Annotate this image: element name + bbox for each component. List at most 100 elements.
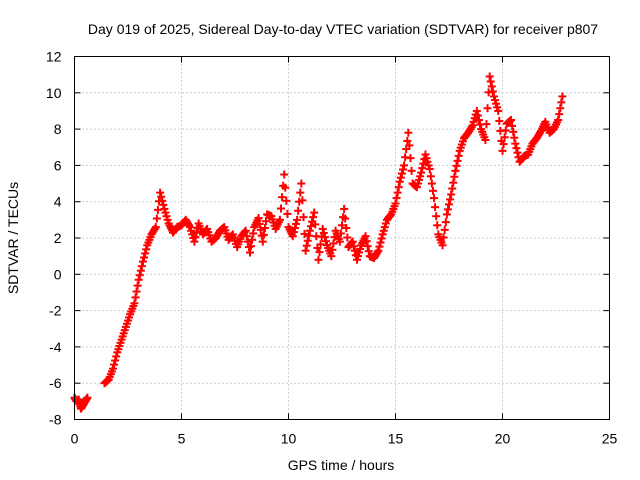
data-point-marker: [419, 159, 428, 168]
data-point-marker: [247, 242, 256, 251]
data-point-marker: [510, 133, 519, 142]
data-point-marker: [443, 205, 452, 214]
y-tick-label: -6: [49, 375, 62, 391]
data-point-marker: [386, 211, 395, 220]
data-point-marker: [302, 241, 311, 250]
data-point-marker: [341, 214, 350, 223]
data-point-marker: [362, 237, 371, 246]
data-point-marker: [406, 154, 415, 163]
data-point-marker: [277, 204, 286, 213]
data-point-marker: [498, 146, 507, 155]
data-point-marker: [432, 212, 441, 221]
data-point-marker: [439, 233, 448, 242]
data-point-marker: [397, 169, 406, 178]
data-point-marker: [427, 179, 436, 188]
data-point-marker: [310, 208, 319, 217]
data-point-marker: [301, 246, 310, 255]
data-point-marker: [451, 166, 460, 175]
data-point-marker: [137, 262, 146, 271]
data-point-marker: [135, 271, 144, 280]
data-point-marker: [243, 237, 252, 246]
data-point-marker: [425, 165, 434, 174]
data-point-marker: [109, 364, 118, 373]
grid-lines: [74, 56, 610, 420]
data-point-marker: [396, 173, 405, 182]
x-tick-label: 25: [602, 431, 618, 447]
data-point-marker: [248, 235, 257, 244]
data-point-marker: [190, 237, 199, 246]
data-point-marker: [289, 228, 298, 237]
data-point-marker: [509, 127, 518, 136]
data-point-marker: [281, 183, 290, 192]
data-point-marker: [391, 199, 400, 208]
data-point-marker: [138, 257, 147, 266]
data-point-marker: [474, 116, 483, 125]
data-point-marker: [446, 195, 455, 204]
data-point-marker: [260, 224, 269, 233]
data-point-marker: [499, 140, 508, 149]
data-point-marker: [112, 352, 121, 361]
data-point-marker: [404, 128, 413, 137]
data-point-marker: [296, 188, 305, 197]
data-point-marker: [393, 188, 402, 197]
data-point-marker: [395, 177, 404, 186]
data-point-marker: [275, 215, 284, 224]
data-point-marker: [483, 104, 492, 113]
data-point-marker: [501, 126, 510, 135]
data-point-marker: [303, 236, 312, 245]
data-point-marker: [377, 234, 386, 243]
data-point-marker: [240, 228, 249, 237]
y-tick-label: 6: [54, 157, 62, 173]
data-point-marker: [418, 164, 427, 173]
y-tick-label: 8: [54, 121, 62, 137]
data-point-marker: [111, 356, 120, 365]
data-point-marker: [255, 219, 264, 228]
data-point-marker: [449, 178, 458, 187]
data-point-marker: [249, 229, 258, 238]
y-tick-label: 0: [54, 266, 62, 282]
data-point-marker: [558, 92, 567, 101]
x-axis-label: GPS time / hours: [288, 457, 395, 473]
data-point-marker: [110, 360, 119, 369]
data-point-marker: [488, 87, 497, 96]
data-point-marker: [321, 237, 330, 246]
data-point-marker: [512, 144, 521, 153]
data-point-marker: [407, 166, 416, 175]
x-tick-label: 20: [495, 431, 511, 447]
x-tick-label: 0: [71, 431, 79, 447]
data-point-marker: [349, 242, 358, 251]
y-tick-label: 2: [54, 230, 62, 246]
data-point-marker: [363, 242, 372, 251]
data-point-marker: [342, 224, 351, 233]
data-point-marker: [152, 214, 161, 223]
data-point-marker: [438, 241, 447, 250]
data-point-marker: [294, 206, 303, 215]
x-tick-label: 5: [178, 431, 186, 447]
data-point-marker: [364, 247, 373, 256]
data-point-marker: [242, 232, 251, 241]
data-point-marker: [159, 200, 168, 209]
y-tick-label: 10: [46, 85, 62, 101]
data-point-marker: [311, 220, 320, 229]
data-point-marker: [319, 229, 328, 238]
data-point-marker: [440, 225, 449, 234]
data-point-marker: [452, 161, 461, 170]
data-point-marker: [554, 116, 563, 125]
data-point-marker: [297, 179, 306, 188]
data-point-marker: [245, 248, 254, 257]
y-axis-label: SDTVAR / TECUs: [5, 182, 21, 294]
data-point-marker: [309, 213, 318, 222]
data-point-marker: [375, 242, 384, 251]
data-point-marker: [328, 245, 337, 254]
y-tick-label: 12: [46, 49, 62, 65]
data-point-marker: [288, 232, 297, 241]
data-point-marker: [431, 203, 440, 212]
data-point-marker: [556, 104, 565, 113]
y-tick-label: 4: [54, 194, 62, 210]
data-point-marker: [450, 172, 459, 181]
data-point-marker: [430, 194, 439, 203]
data-point-marker: [157, 192, 166, 201]
data-point-marker: [348, 237, 357, 246]
y-tick-label: -4: [49, 339, 62, 355]
data-point-marker: [557, 98, 566, 107]
